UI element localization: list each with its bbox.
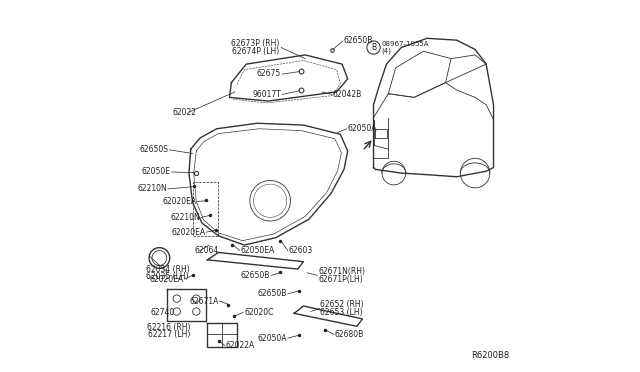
Text: 62020EA: 62020EA (162, 197, 196, 206)
Text: 62210N: 62210N (137, 185, 167, 193)
Text: 62050EA: 62050EA (241, 246, 275, 255)
Text: 62216 (RH): 62216 (RH) (147, 323, 190, 331)
Text: 62675: 62675 (257, 69, 281, 78)
Text: 62064: 62064 (195, 246, 219, 255)
Text: 62680B: 62680B (335, 330, 364, 339)
Text: R6200B8: R6200B8 (472, 351, 509, 360)
Text: 62035 (LH): 62035 (LH) (147, 272, 189, 281)
Text: 62050A: 62050A (257, 334, 287, 343)
Text: 62673P (RH): 62673P (RH) (231, 39, 280, 48)
Text: 62042B: 62042B (333, 90, 362, 99)
Text: 62671P(LH): 62671P(LH) (318, 275, 363, 283)
Text: 62740: 62740 (150, 308, 175, 317)
Text: 08967-1055A
(4): 08967-1055A (4) (381, 41, 429, 54)
Text: 62020EA: 62020EA (149, 275, 184, 283)
Text: 62050E: 62050E (141, 167, 170, 176)
Text: 62671A: 62671A (189, 297, 218, 306)
Text: 62650B: 62650B (257, 289, 287, 298)
Bar (193, 182, 218, 236)
Text: 96017T: 96017T (252, 90, 281, 99)
Text: 62050A: 62050A (348, 124, 377, 133)
Text: 62650B: 62650B (344, 36, 373, 45)
Text: B: B (371, 43, 376, 52)
Text: 62022: 62022 (172, 108, 196, 117)
Text: 62650B: 62650B (241, 271, 270, 280)
Text: 62603: 62603 (289, 246, 313, 255)
Text: 62020C: 62020C (244, 308, 274, 317)
Text: 62020EA: 62020EA (172, 228, 205, 237)
Text: 62674P (LH): 62674P (LH) (232, 47, 280, 56)
Text: 62671N(RH): 62671N(RH) (318, 267, 365, 276)
Text: 62217 (LH): 62217 (LH) (148, 330, 190, 339)
Text: 62034 (RH): 62034 (RH) (147, 264, 190, 273)
Text: 62022A: 62022A (226, 341, 255, 350)
Text: 62653 (LH): 62653 (LH) (320, 308, 363, 317)
Text: 62210N: 62210N (170, 213, 200, 222)
Text: 62652 (RH): 62652 (RH) (320, 300, 364, 310)
Text: 62650S: 62650S (140, 145, 168, 154)
